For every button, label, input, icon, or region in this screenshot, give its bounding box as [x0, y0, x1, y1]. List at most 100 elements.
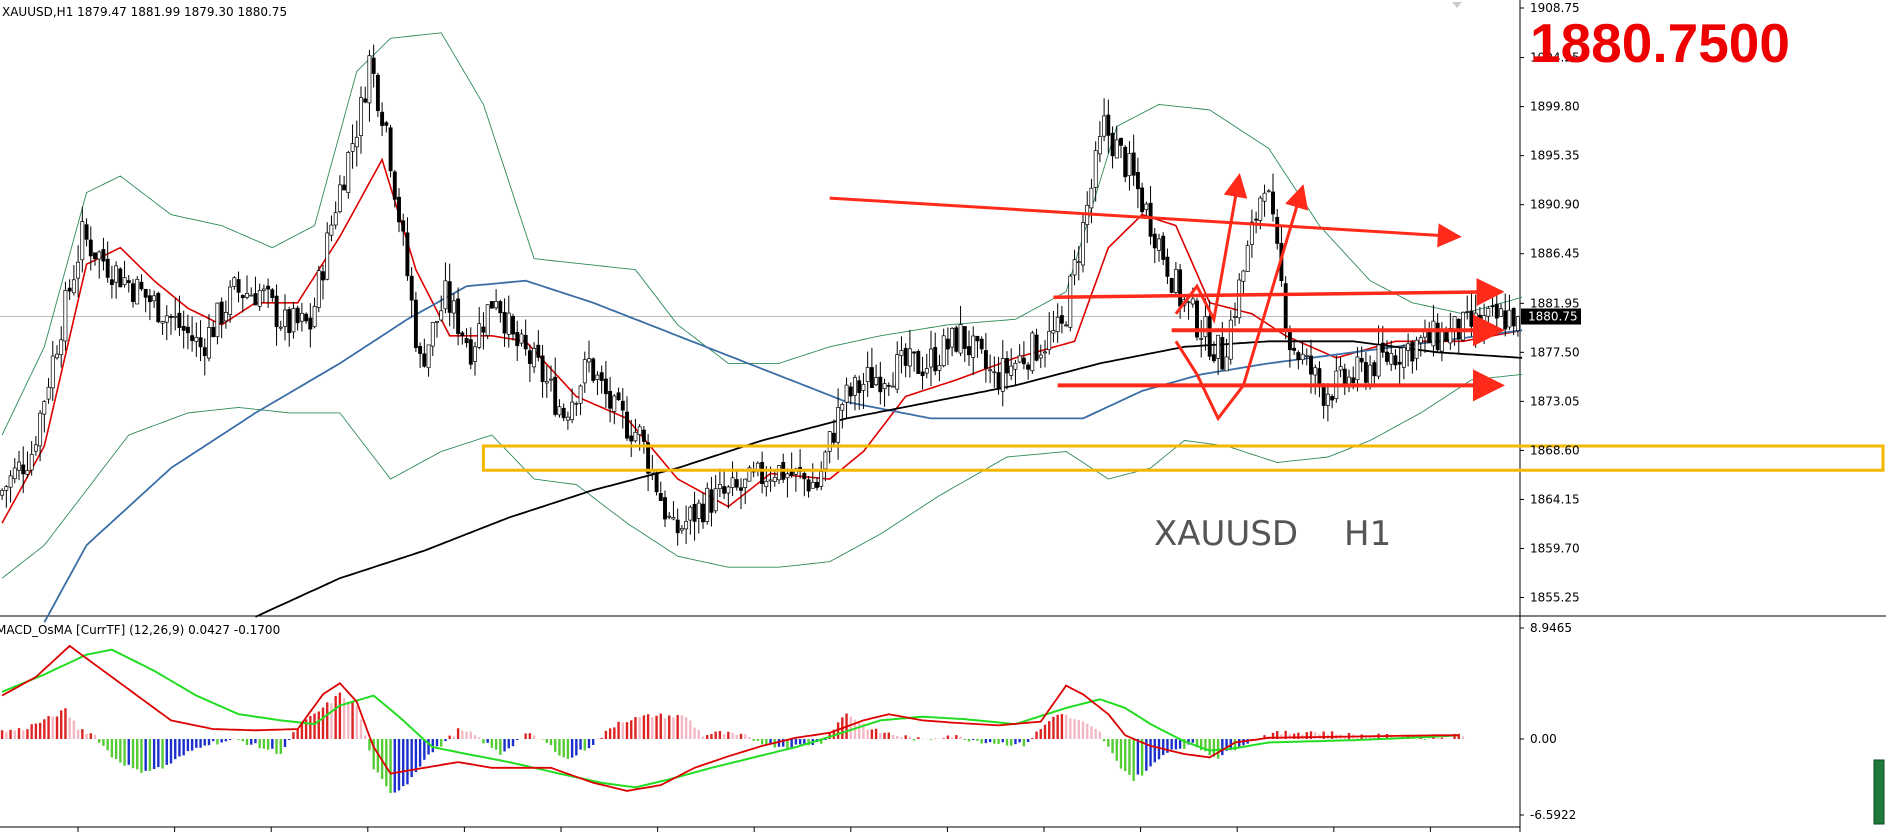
candle-body: [1372, 362, 1377, 377]
candle-body: [8, 475, 13, 488]
candle-body: [1321, 385, 1326, 406]
candle-body: [118, 268, 123, 288]
candle-body: [392, 171, 397, 200]
candle-body: [287, 309, 292, 334]
candle-body: [202, 347, 207, 357]
candle-body: [401, 220, 406, 232]
candle-body: [88, 239, 93, 257]
candle-body: [249, 294, 254, 297]
candle-body: [1359, 357, 1364, 363]
candle-body: [831, 432, 836, 443]
candle-body: [819, 471, 824, 487]
candle-body: [173, 315, 178, 318]
candle-body: [59, 339, 64, 356]
candle-body: [760, 462, 765, 485]
candle-body: [169, 316, 173, 318]
candle-body: [730, 477, 735, 488]
candle-body: [291, 308, 296, 333]
candle-body: [1351, 377, 1356, 384]
candle-body: [840, 404, 845, 411]
candle-body: [143, 288, 148, 298]
candle-body: [1477, 314, 1482, 328]
candle-body: [608, 390, 613, 409]
candle-body: [667, 515, 672, 518]
candle-body: [4, 486, 9, 491]
price-tick-label: 1873.05: [1530, 394, 1580, 408]
price-tick-label: 1864.15: [1530, 492, 1580, 506]
forecast-path-1: [1174, 173, 1248, 324]
candle-body: [1397, 361, 1402, 365]
candle-body: [1439, 330, 1444, 352]
candle-body: [612, 395, 617, 412]
candle-body: [1330, 396, 1335, 401]
candle-body: [25, 470, 30, 475]
candle-body: [232, 277, 237, 287]
candle-body: [983, 350, 988, 369]
candle-body: [1389, 353, 1394, 365]
osma-panel: 8.9465 0.00 -6.5922: [0, 621, 1885, 825]
price-tick-label: 1859.70: [1530, 541, 1580, 555]
candle-body: [1034, 334, 1039, 361]
candle-body: [1393, 355, 1398, 366]
candle-body: [283, 309, 287, 327]
bollinger-bands: [1, 32, 1523, 579]
candle-body: [1148, 202, 1153, 237]
candle-body: [1161, 235, 1166, 260]
candle-body: [1507, 309, 1512, 328]
price-tick-label: 1886.45: [1530, 247, 1580, 261]
candle-body: [1465, 311, 1470, 313]
candle-body: [865, 367, 870, 383]
candle-body: [1304, 354, 1309, 357]
candle-body: [591, 358, 596, 381]
candle-body: [1068, 275, 1073, 328]
candle-body: [126, 280, 131, 284]
candle-body: [907, 348, 912, 367]
candle-body: [21, 464, 26, 475]
candle-body: [1241, 270, 1246, 282]
candle-body: [1385, 351, 1389, 362]
candle-body: [941, 335, 946, 367]
candle-body: [468, 339, 473, 365]
candle-body: [1410, 341, 1415, 362]
candle-body: [1461, 311, 1465, 341]
candle-body: [1211, 354, 1216, 362]
candle-body: [1140, 187, 1145, 213]
candle-body: [717, 484, 722, 490]
candle-body: [768, 479, 773, 482]
candle-body: [747, 467, 752, 482]
candle-body: [1220, 337, 1225, 370]
candle-body: [223, 312, 228, 322]
candle-body: [261, 288, 266, 291]
current-price-display: 1880.7500: [1530, 12, 1790, 74]
candle-body: [12, 467, 17, 480]
candle-body: [1237, 279, 1242, 319]
candle-body: [50, 355, 55, 389]
candle-body: [1486, 307, 1491, 317]
candle-body: [587, 358, 591, 363]
candle-body: [988, 369, 993, 372]
candle-body: [375, 74, 380, 111]
candle-body: [1224, 356, 1229, 372]
candle-body: [198, 337, 203, 348]
candle-body: [950, 328, 955, 348]
candle-body: [219, 301, 224, 324]
scroll-marker: [1452, 2, 1462, 8]
signal-line: [1, 648, 1459, 789]
candle-body: [67, 287, 72, 292]
candle-body: [215, 302, 220, 338]
bollinger-upper: [1, 32, 1523, 436]
candle-body: [359, 97, 363, 136]
candle-body: [912, 351, 917, 354]
candle-body: [1271, 191, 1275, 215]
price-tick-label: 1881.95: [1530, 296, 1580, 310]
macd-line: [1, 644, 1459, 792]
support-zone: [481, 444, 1885, 472]
candle-body: [684, 521, 689, 530]
candle-body: [1342, 368, 1347, 385]
candle-body: [1173, 268, 1178, 293]
current-price-tag-label: 1880.75: [1528, 310, 1578, 324]
candle-body: [625, 411, 629, 439]
candle-body: [190, 335, 195, 341]
candle-body: [1021, 357, 1026, 365]
